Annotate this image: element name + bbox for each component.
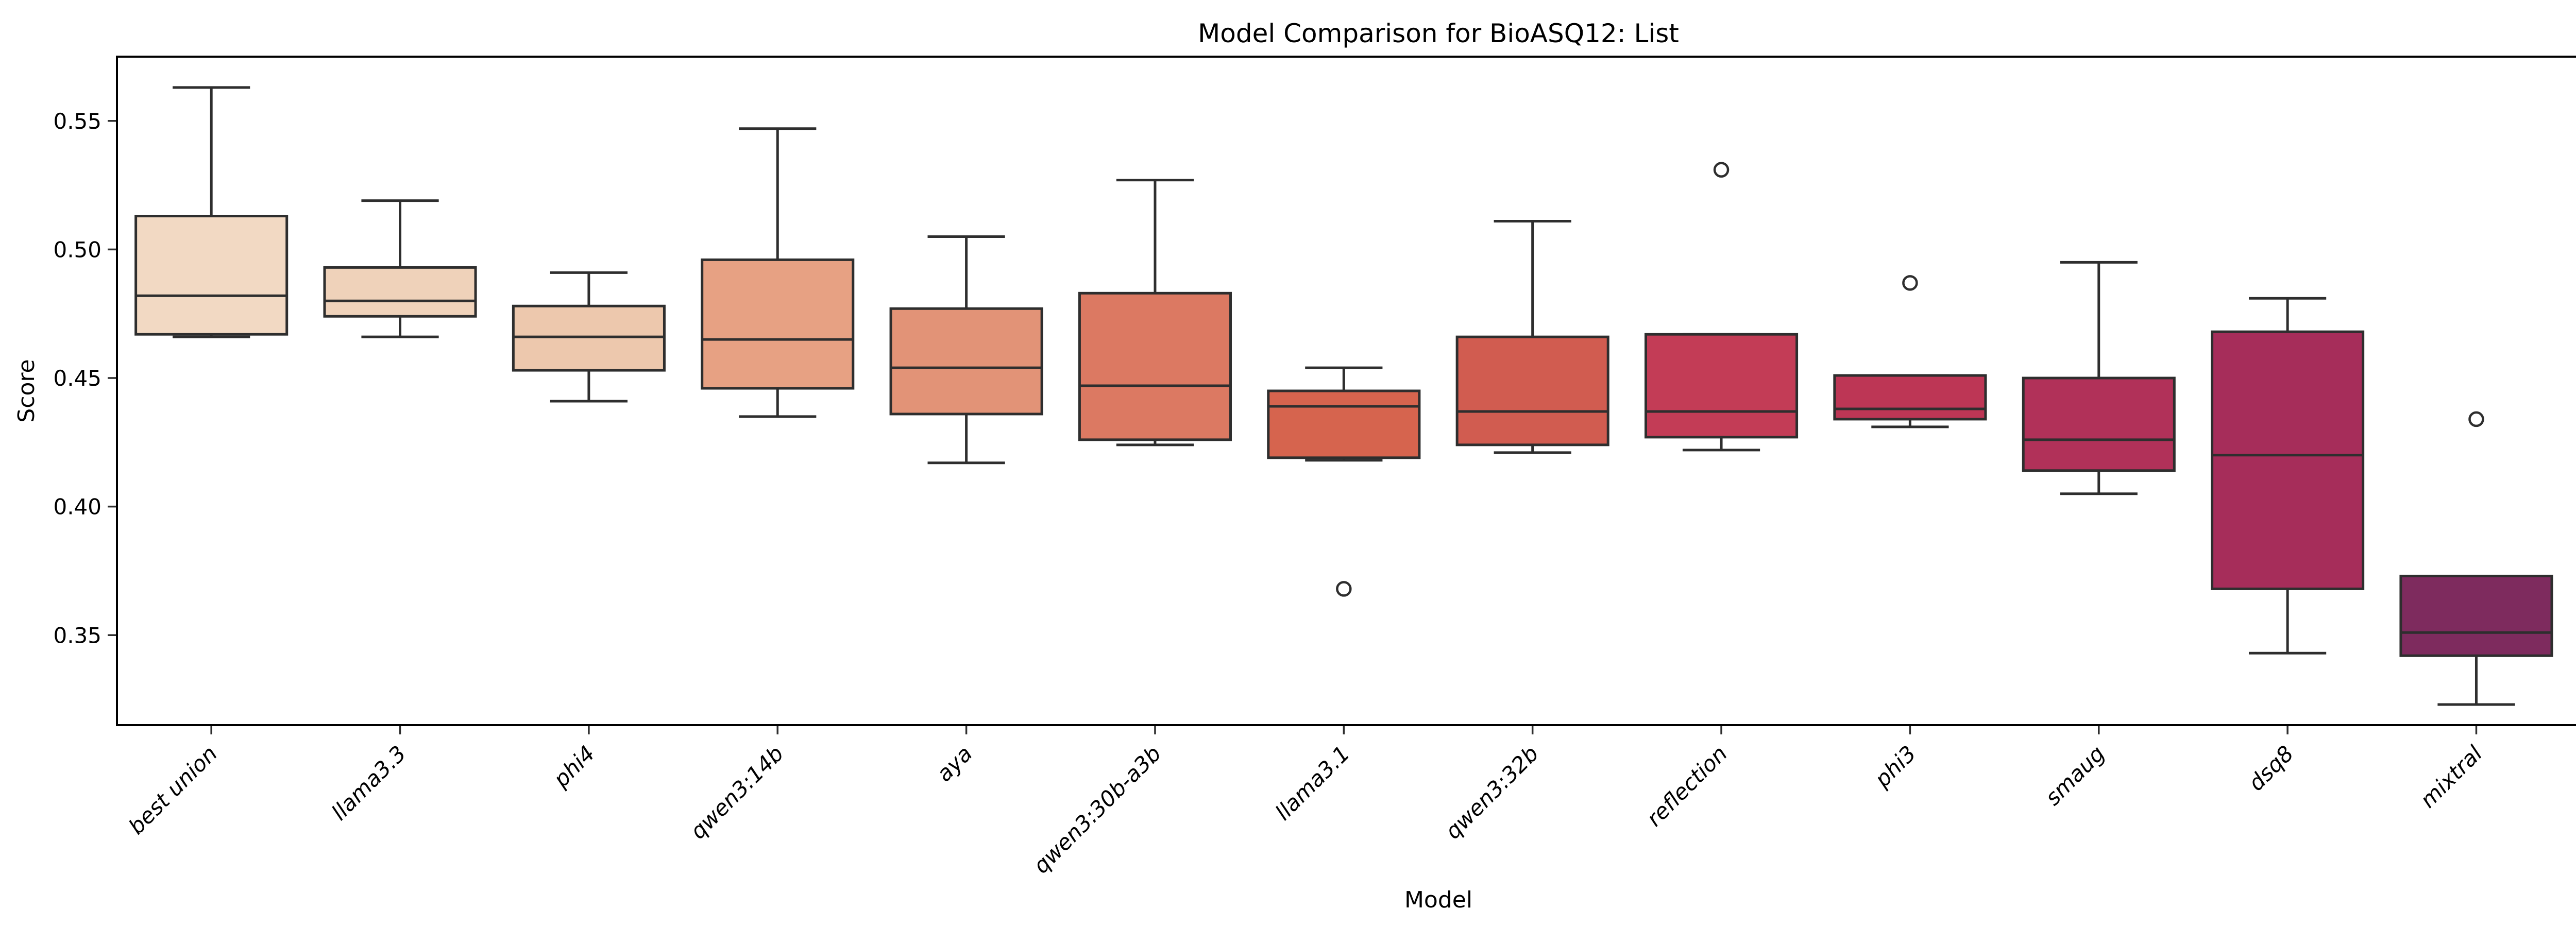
x-axis-tick-label-qwen3:30b-a3b: qwen3:30b-a3b xyxy=(1028,741,1166,878)
outlier-reflection xyxy=(1713,162,1730,178)
x-axis-tick-label-smaug: smaug xyxy=(2040,741,2110,810)
x-axis-tick-label-qwen3:32b: qwen3:32b xyxy=(1440,741,1543,844)
x-axis-label: Model xyxy=(1404,887,1472,913)
x-axis-tick-label-qwen3:14b: qwen3:14b xyxy=(685,741,788,844)
x-axis-tick-label-llama3.1: llama3.1 xyxy=(1270,741,1355,825)
box-best union xyxy=(134,215,289,336)
plot-frame xyxy=(116,56,2576,726)
x-axis-tick-label-phi3: phi3 xyxy=(1869,741,1921,792)
box-dsq8 xyxy=(2211,330,2365,590)
y-axis-label: Score xyxy=(13,359,40,422)
box-aya xyxy=(889,307,1043,416)
box-mixtral xyxy=(2399,574,2553,657)
x-axis-tick-label-phi4: phi4 xyxy=(548,741,600,792)
x-axis-tick-label-llama3.3: llama3.3 xyxy=(327,741,411,825)
y-axis-tick-label: 0.50 xyxy=(53,237,101,262)
x-axis-tick-label-reflection: reflection xyxy=(1641,741,1732,831)
box-reflection xyxy=(1644,333,1799,439)
box-qwen3:14b xyxy=(701,258,855,390)
y-axis-tick-label: 0.40 xyxy=(53,494,101,520)
box-qwen3:30b-a3b xyxy=(1078,291,1232,441)
x-axis-tick-label-best union: best union xyxy=(124,741,222,839)
y-axis-tick-label: 0.55 xyxy=(53,109,101,134)
outlier-phi3 xyxy=(1902,275,1918,291)
outlier-llama3.1 xyxy=(1336,581,1352,597)
box-llama3.3 xyxy=(323,266,477,318)
box-llama3.1 xyxy=(1267,389,1421,459)
y-axis-tick-label: 0.45 xyxy=(53,366,101,391)
box-smaug xyxy=(2022,376,2176,472)
x-axis-tick-label-aya: aya xyxy=(931,741,977,786)
chart-title: Model Comparison for BioASQ12: List xyxy=(1198,19,1679,48)
x-axis-tick-label-dsq8: dsq8 xyxy=(2243,741,2298,796)
box-phi3 xyxy=(1833,374,1987,421)
x-axis-tick-label-mixtral: mixtral xyxy=(2415,741,2487,813)
box-qwen3:32b xyxy=(1455,335,1609,447)
y-axis-tick-label: 0.35 xyxy=(53,623,101,648)
outlier-mixtral xyxy=(2468,411,2484,427)
